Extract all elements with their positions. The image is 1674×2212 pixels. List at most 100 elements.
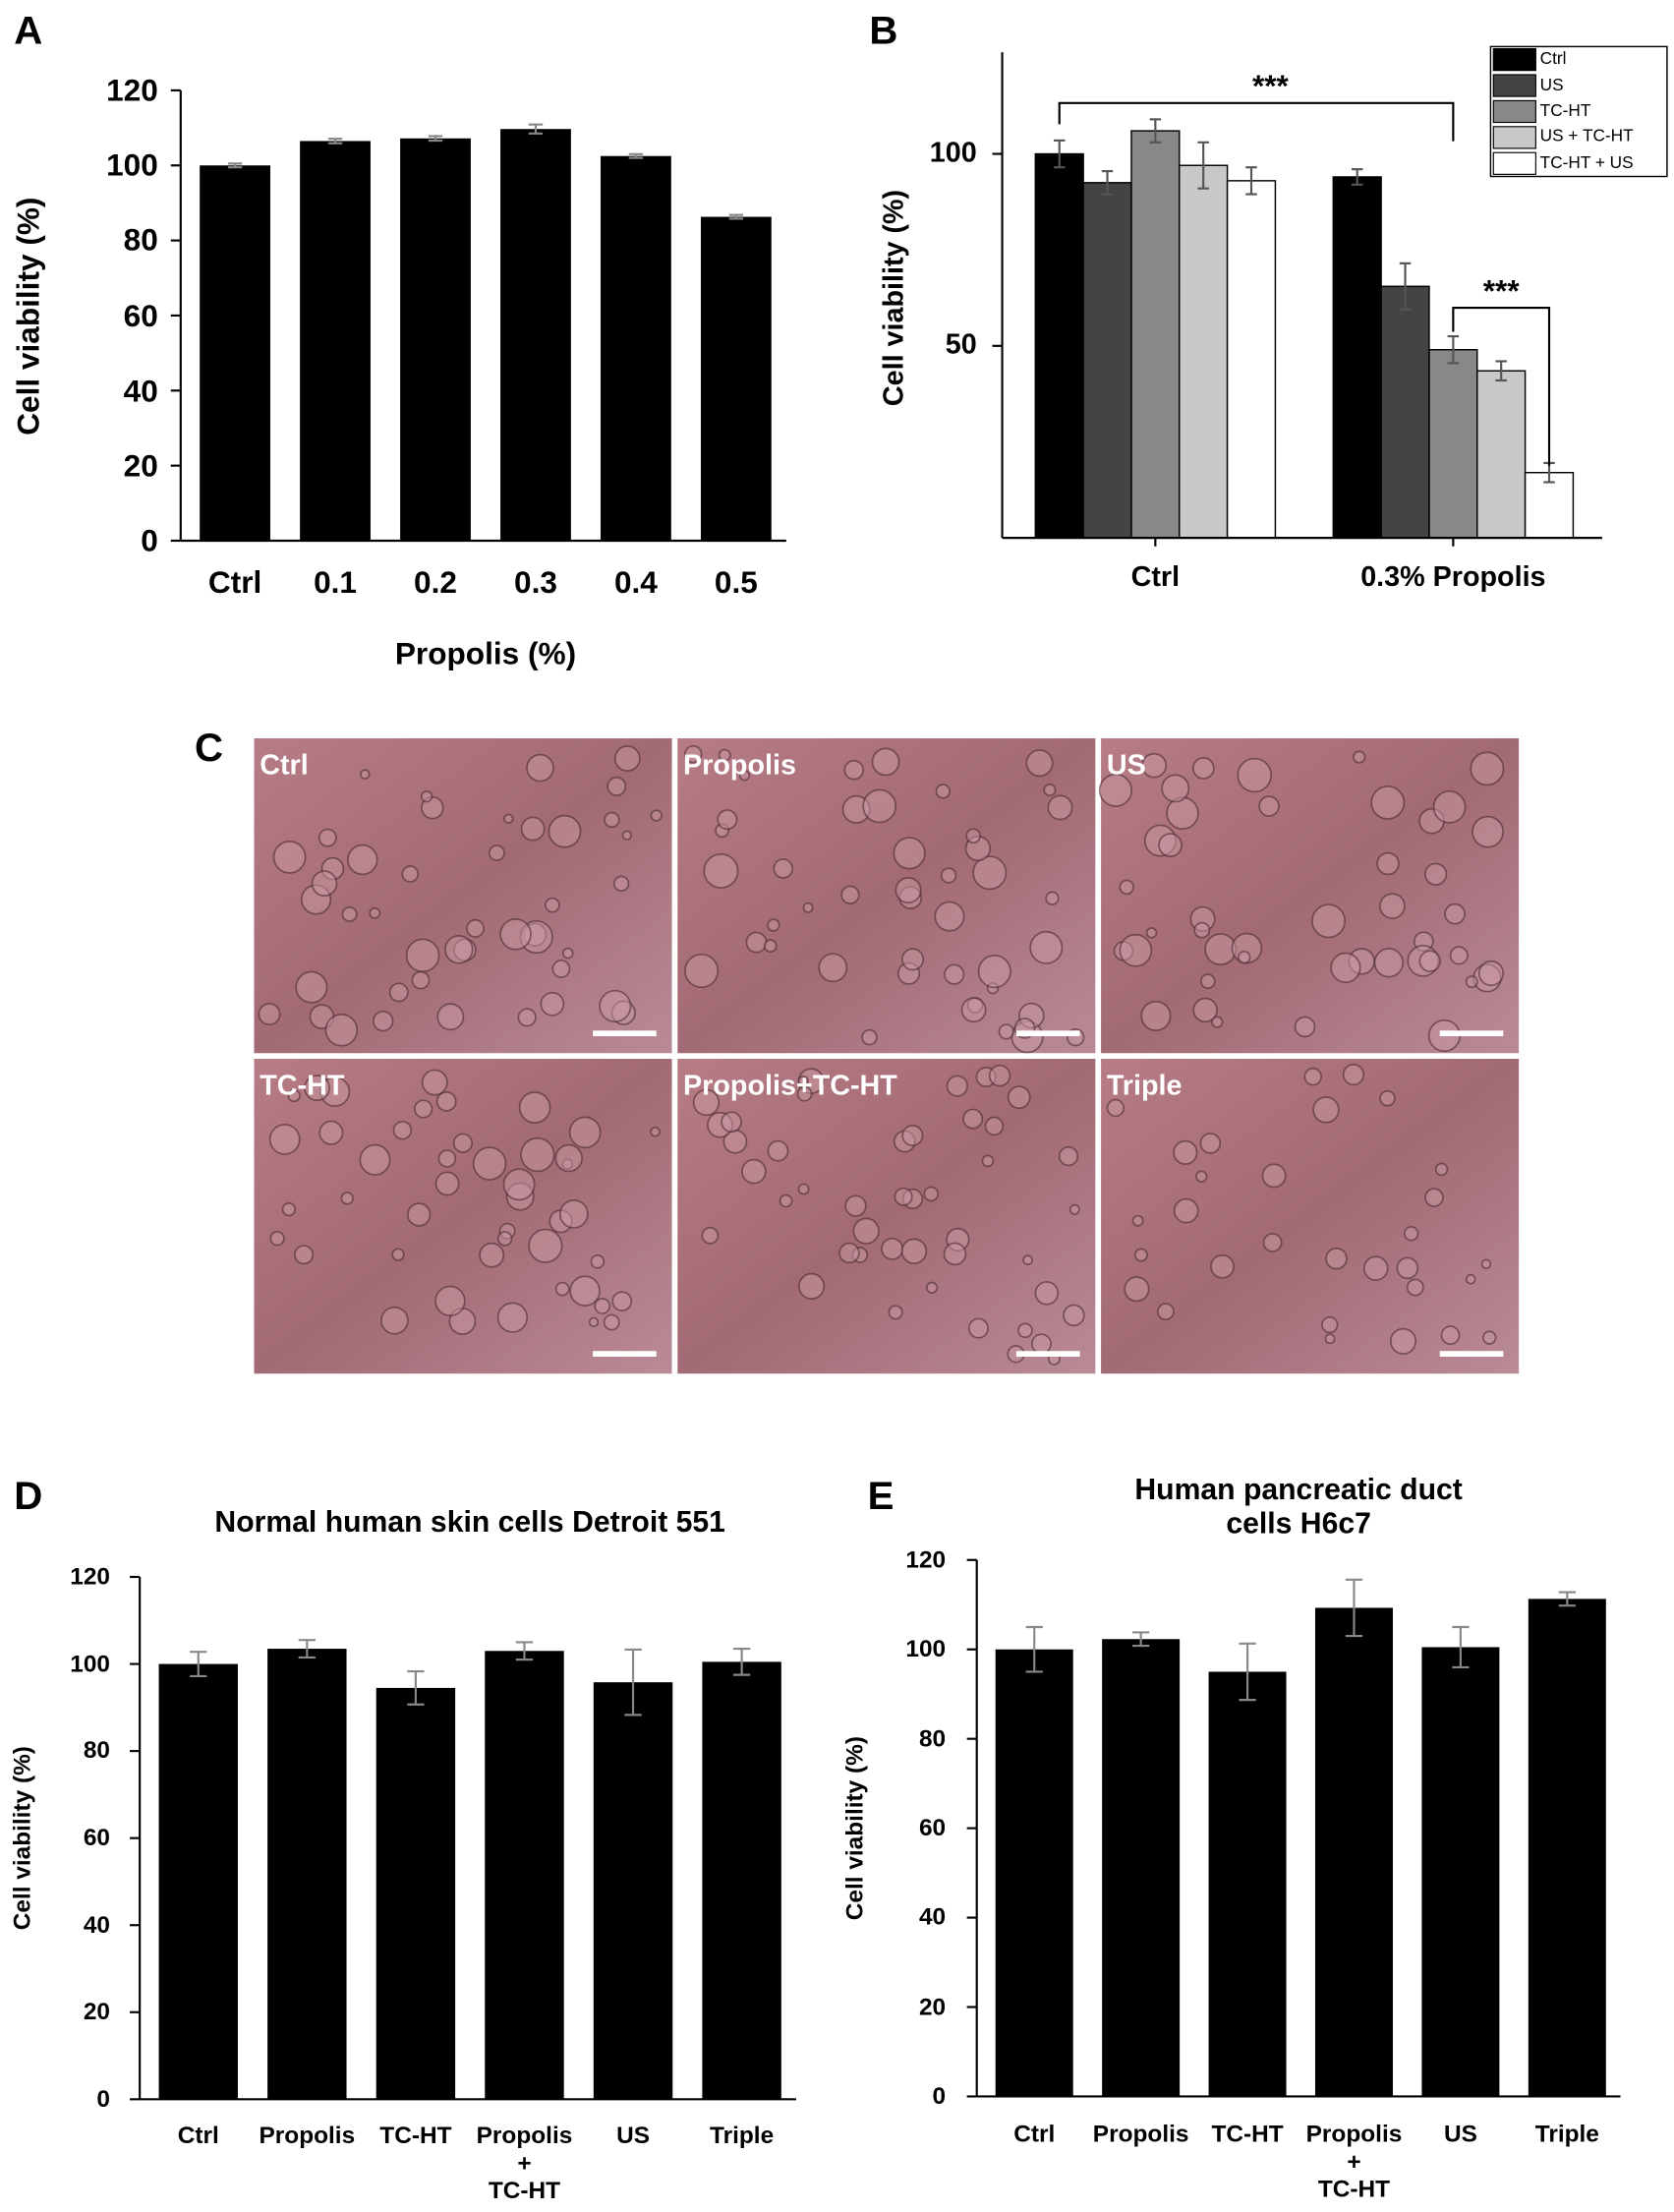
cell bbox=[1330, 952, 1361, 984]
cell bbox=[1124, 1276, 1150, 1303]
cell bbox=[503, 813, 514, 825]
y-tick-label: 40 bbox=[918, 1903, 947, 1931]
cell bbox=[767, 918, 780, 932]
scale-bar bbox=[1439, 1030, 1504, 1037]
cell bbox=[1034, 1281, 1060, 1306]
cell bbox=[1294, 1016, 1316, 1038]
cell bbox=[1237, 950, 1251, 964]
y-tick-label: 20 bbox=[918, 1993, 947, 2020]
cell bbox=[1173, 1197, 1199, 1224]
bar bbox=[1428, 349, 1478, 539]
x-tick-label: US bbox=[1443, 2120, 1477, 2148]
cell bbox=[611, 1291, 633, 1311]
cell bbox=[359, 769, 371, 780]
cell bbox=[558, 1198, 589, 1229]
bar bbox=[485, 1651, 564, 2100]
cell bbox=[281, 1201, 297, 1217]
cell bbox=[838, 1242, 860, 1264]
y-tick-label: 60 bbox=[83, 1824, 111, 1851]
cell bbox=[1063, 1304, 1085, 1327]
cell bbox=[1192, 997, 1218, 1023]
micrograph-label: Propolis bbox=[683, 750, 796, 782]
x-tick-label: 0.2 bbox=[414, 564, 457, 601]
cell bbox=[1353, 750, 1366, 764]
cell bbox=[871, 747, 900, 777]
cell bbox=[1376, 851, 1400, 876]
cell bbox=[1173, 1139, 1198, 1165]
cell bbox=[1325, 1247, 1348, 1270]
cell bbox=[369, 906, 381, 919]
y-tick-label: 60 bbox=[123, 297, 158, 333]
cell bbox=[1434, 1162, 1449, 1177]
cell bbox=[1199, 973, 1216, 989]
cell bbox=[797, 1075, 809, 1087]
cell bbox=[526, 753, 554, 783]
cell bbox=[1262, 1233, 1283, 1252]
cell bbox=[946, 1075, 968, 1097]
legend-swatch bbox=[1492, 126, 1536, 149]
cell bbox=[347, 844, 378, 876]
cell bbox=[472, 1146, 507, 1181]
scale-bar bbox=[1015, 1030, 1080, 1037]
cell bbox=[900, 1238, 928, 1265]
cell bbox=[1389, 1327, 1417, 1355]
cell bbox=[1047, 794, 1073, 821]
y-tick-label: 100 bbox=[905, 1635, 947, 1662]
bar bbox=[1314, 1607, 1393, 2097]
x-tick-label: Ctrl bbox=[207, 564, 262, 601]
y-axis-label: Cell viability (%) bbox=[878, 189, 910, 407]
y-tick-label: 120 bbox=[905, 1545, 947, 1574]
micrograph bbox=[677, 1059, 1096, 1374]
bar bbox=[1332, 176, 1382, 539]
legend-label: TC-HT bbox=[1539, 100, 1591, 121]
cell bbox=[923, 1186, 940, 1202]
cell bbox=[502, 1168, 536, 1201]
bar bbox=[601, 155, 671, 541]
y-axis-label: Cell viability (%) bbox=[841, 1736, 869, 1921]
legend-label: US + TC-HT bbox=[1539, 126, 1634, 146]
cell bbox=[1470, 751, 1505, 786]
cell bbox=[1373, 948, 1405, 978]
cell bbox=[1258, 795, 1280, 817]
cell bbox=[972, 855, 1008, 891]
micrograph bbox=[1101, 1059, 1520, 1374]
y-tick-label: 20 bbox=[123, 447, 158, 484]
cell bbox=[1418, 950, 1441, 972]
cell bbox=[540, 991, 565, 1017]
cell bbox=[1237, 757, 1273, 793]
x-tick-label: Ctrl bbox=[1130, 561, 1181, 594]
bar bbox=[400, 138, 471, 541]
x-tick-label: TC-HT bbox=[1211, 2120, 1284, 2148]
y-tick-label: 60 bbox=[918, 1814, 947, 1841]
bar bbox=[1226, 180, 1277, 539]
cell bbox=[1106, 1098, 1126, 1118]
panel-label: D bbox=[14, 1474, 43, 1518]
cell bbox=[388, 982, 409, 1003]
cell bbox=[900, 948, 925, 971]
scale-bar bbox=[1439, 1351, 1504, 1357]
bar bbox=[1380, 285, 1430, 539]
x-tick-label: Propolis bbox=[1092, 2120, 1189, 2148]
cell bbox=[1379, 893, 1406, 919]
cell bbox=[925, 1281, 939, 1294]
cell bbox=[773, 858, 793, 879]
cell bbox=[763, 939, 778, 954]
cell bbox=[1191, 757, 1215, 780]
x-tick-label: Ctrl bbox=[177, 2122, 219, 2149]
bar bbox=[1476, 370, 1527, 539]
cell bbox=[1311, 903, 1347, 939]
cell bbox=[1133, 1248, 1148, 1262]
cell bbox=[613, 745, 641, 772]
cell bbox=[258, 1003, 281, 1026]
legend-label: TC-HT + US bbox=[1539, 151, 1634, 173]
cell bbox=[981, 1154, 995, 1168]
cell bbox=[373, 1010, 394, 1032]
cell bbox=[962, 1108, 984, 1130]
bar bbox=[700, 216, 772, 541]
cell bbox=[1465, 1273, 1476, 1285]
legend-swatch bbox=[1492, 74, 1536, 97]
cell bbox=[1424, 1188, 1444, 1207]
cell bbox=[496, 1231, 513, 1247]
cell bbox=[1362, 1255, 1389, 1282]
